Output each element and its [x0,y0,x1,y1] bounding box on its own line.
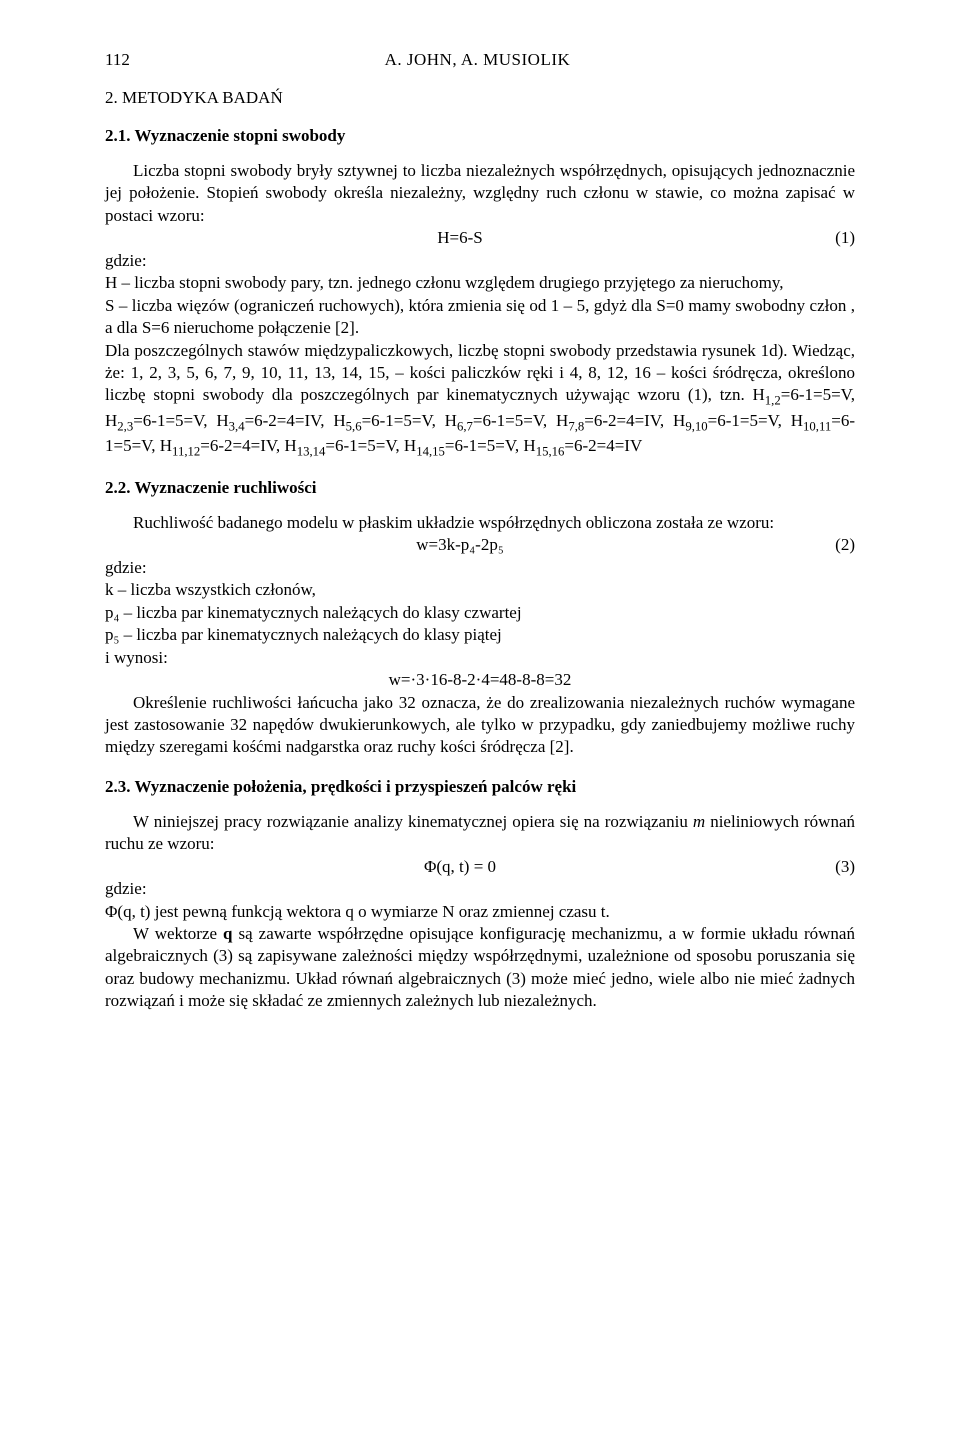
subsection-2-2-heading: 2.2. Wyznaczenie ruchliwości [105,478,855,498]
s23-paragraph-1: W niniejszej pracy rozwiązanie analizy k… [105,811,855,856]
sub-2-3: 2,3 [117,419,133,433]
sub-7-8: 7,8 [568,419,584,433]
subsection-2-1-heading: 2.1. Wyznaczenie stopni swobody [105,126,855,146]
s23-p1-m: m [693,812,705,831]
equation-2-expr: w=3k-p₄-2p₅ [105,534,815,556]
page-number: 112 [105,50,130,70]
s21-eqb8: =6-1=5=V, H [445,436,536,455]
equation-1-expr: H=6-S [105,227,815,249]
sub-5-6: 5,6 [346,419,362,433]
s21-paragraph-1: Liczba stopni swobody bryły sztywnej to … [105,160,855,227]
section-2-title: 2. METODYKA BADAŃ [105,88,855,108]
s21-eqb2: =6-1=5=V, H [133,411,228,430]
equation-2: w=3k-p₄-2p₅ (2) [105,534,855,556]
s21-H-def: H – liczba stopni swobody pary, tzn. jed… [105,272,855,294]
sub-3-4: 3,4 [229,419,245,433]
sub-1-2: 1,2 [765,394,781,408]
equation-1-number: (1) [815,227,855,249]
equation-3: Φ(q, t) = 0 (3) [105,856,855,878]
s21-eqb4: =6-1=5=V, H [473,411,568,430]
s21-eqc1: =6-2=4=IV, H [245,411,346,430]
s22-iwynosi: i wynosi: [105,647,855,669]
s21-eqc3: =6-2=4=IV, H [200,436,296,455]
s23-phi-line: Φ(q, t) jest pewną funkcją wektora q o w… [105,901,855,923]
s23-paragraph-2: W wektorze q są zawarte współrzędne opis… [105,923,855,1013]
sub-11-12: 11,12 [172,444,200,458]
page-header: 112 A. JOHN, A. MUSIOLIK [105,50,855,70]
s22-paragraph-1: Ruchliwość badanego modelu w płaskim ukł… [105,512,855,534]
s21-S-def: S – liczba więzów (ograniczeń ruchowych)… [105,295,855,340]
s21-eqb5: =6-1=5=V, H [708,411,803,430]
sub-10-11: 10,11 [803,419,831,433]
s23-p2-a: W wektorze [133,924,223,943]
s21-eqb7: =6-1=5=V, H [325,436,416,455]
s21-eqd: =6-2=4=IV [564,436,642,455]
s22-p4-def: p₄ – liczba par kinematycznych należącyc… [105,602,855,624]
s22-gdzie: gdzie: [105,557,855,579]
sub-9-10: 9,10 [685,419,707,433]
s23-p2-q: q [223,924,232,943]
equation-2-number: (2) [815,534,855,556]
equation-3-number: (3) [815,856,855,878]
s21-eqb3: =6-1=5=V, H [362,411,457,430]
sub-6-7: 6,7 [457,419,473,433]
subsection-2-3-heading: 2.3. Wyznaczenie położenia, prędkości i … [105,777,855,797]
sub-14-15: 14,15 [416,444,445,458]
sub-13-14: 13,14 [297,444,326,458]
equation-2b: w=·3·16-8-2·4=48-8-8=32 [105,669,855,691]
s23-p1-a: W niniejszej pracy rozwiązanie analizy k… [133,812,693,831]
s23-phi-a: Φ(q, t) [105,902,150,921]
s21-p2-text: Dla poszczególnych stawów międzypaliczko… [105,341,855,405]
equation-1: H=6-S (1) [105,227,855,249]
s22-p5-def: p₅ – liczba par kinematycznych należącyc… [105,624,855,646]
running-head: A. JOHN, A. MUSIOLIK [385,50,571,70]
s23-gdzie: gdzie: [105,878,855,900]
s23-phi-b: jest pewną funkcją wektora q o wymiarze … [150,902,609,921]
sub-15-16: 15,16 [536,444,565,458]
s21-gdzie: gdzie: [105,250,855,272]
s22-paragraph-2: Określenie ruchliwości łańcucha jako 32 … [105,692,855,759]
page: 112 A. JOHN, A. MUSIOLIK 2. METODYKA BAD… [0,0,960,1439]
equation-3-expr: Φ(q, t) = 0 [105,856,815,878]
s21-eqc2: =6-2=4=IV, H [584,411,685,430]
s22-k-def: k – liczba wszystkich członów, [105,579,855,601]
s21-paragraph-2: Dla poszczególnych stawów międzypaliczko… [105,340,855,461]
